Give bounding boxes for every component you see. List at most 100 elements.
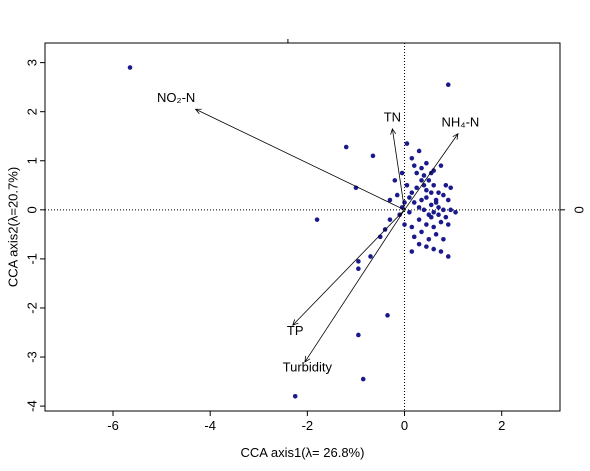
site-point <box>436 212 441 218</box>
site-point <box>402 222 407 227</box>
site-point <box>356 332 361 338</box>
site-point <box>428 214 434 220</box>
site-point <box>356 259 361 264</box>
vector-label: TP <box>287 323 304 338</box>
site-point <box>443 214 449 220</box>
site-point <box>441 207 446 213</box>
environment-vectors: NO₂-N TN NH₄-N TP Turbidity <box>157 90 479 375</box>
x-tick-label: 0 <box>401 418 408 433</box>
site-point <box>438 219 444 225</box>
site-point <box>360 376 366 382</box>
site-point <box>407 195 412 200</box>
site-point <box>426 178 432 183</box>
site-point <box>314 217 320 222</box>
site-point <box>445 222 451 227</box>
site-point <box>419 165 424 171</box>
x-axis-title: CCA axis1(λ= 26.8%) <box>241 445 365 460</box>
vector-arrowhead <box>390 127 397 135</box>
y-axis-title: CCA axis2(λ=20.7%) <box>5 167 20 287</box>
plot-frame <box>44 42 561 412</box>
vector-arrowhead <box>304 355 311 363</box>
site-point <box>404 182 410 188</box>
site-point <box>356 266 361 272</box>
site-point <box>409 224 415 230</box>
y-tick-label: -1 <box>24 253 39 265</box>
site-point <box>445 197 451 203</box>
y-tick-label: -4 <box>24 400 39 412</box>
vector-arrowhead <box>292 319 299 326</box>
site-point <box>399 170 405 176</box>
site-point <box>448 185 453 191</box>
vector-label: NO₂-N <box>157 90 195 105</box>
x-tick-label: 2 <box>498 418 505 433</box>
site-point <box>416 217 422 222</box>
vector-arrow <box>391 128 405 210</box>
vector-arrowhead <box>194 108 202 115</box>
vector-arrow <box>292 209 405 326</box>
y-tick-label: 0 <box>24 206 39 213</box>
x-tick-label: -2 <box>302 418 314 433</box>
y-tick-label: -3 <box>24 351 39 363</box>
site-point <box>416 241 422 247</box>
site-point <box>292 393 298 399</box>
vector-label: Turbidity <box>283 360 333 375</box>
site-points <box>127 65 458 399</box>
y-tick-label: 2 <box>24 108 39 115</box>
site-point <box>436 190 441 195</box>
y-tick-label: 1 <box>24 157 39 164</box>
y-axis-ticks: 3 2 1 0 -1 -2 -3 -4 <box>24 59 565 412</box>
site-point <box>421 182 427 188</box>
site-point <box>411 163 417 168</box>
vector-label: TN <box>384 110 401 125</box>
x-tick-label: -6 <box>107 418 119 433</box>
plot-frame-group <box>44 42 561 412</box>
site-point <box>438 163 444 168</box>
site-point <box>414 170 419 176</box>
site-point <box>416 148 422 154</box>
site-point <box>441 236 446 242</box>
vector-arrowhead <box>452 133 459 140</box>
site-point <box>419 197 424 203</box>
site-point <box>387 197 393 203</box>
site-point <box>370 153 376 159</box>
x-axis-ticks: -6 -4 -2 0 2 <box>107 39 505 433</box>
site-point <box>445 82 451 88</box>
vector-label: NH₄-N <box>441 114 479 129</box>
reference-lines <box>45 43 560 411</box>
site-point <box>443 182 449 188</box>
site-point <box>411 200 417 205</box>
site-point <box>416 205 422 210</box>
site-point <box>385 313 390 318</box>
y-tick-label: -2 <box>24 302 39 314</box>
site-point <box>426 236 432 242</box>
site-point <box>431 209 436 215</box>
site-point <box>453 209 458 215</box>
site-point <box>433 200 439 205</box>
site-point <box>433 232 439 237</box>
site-point <box>431 182 436 188</box>
site-point <box>428 170 434 176</box>
site-point <box>445 254 451 259</box>
site-point <box>431 246 436 252</box>
site-point <box>394 192 400 198</box>
site-point <box>424 160 429 166</box>
site-point <box>438 249 444 254</box>
right-axis-zero-label: 0 <box>572 206 587 213</box>
site-point <box>424 195 429 200</box>
vector-arrow <box>304 209 405 363</box>
site-point <box>431 224 436 230</box>
site-point <box>448 207 453 213</box>
site-point <box>127 65 133 70</box>
y-tick-label: 3 <box>24 59 39 66</box>
site-point <box>368 254 373 259</box>
site-point <box>387 217 393 222</box>
site-point <box>428 202 434 208</box>
site-point <box>421 173 427 178</box>
site-point <box>343 144 349 150</box>
site-point <box>424 187 429 193</box>
site-point <box>421 207 427 213</box>
site-point <box>409 156 415 161</box>
site-point <box>419 178 424 183</box>
site-point <box>404 141 410 146</box>
